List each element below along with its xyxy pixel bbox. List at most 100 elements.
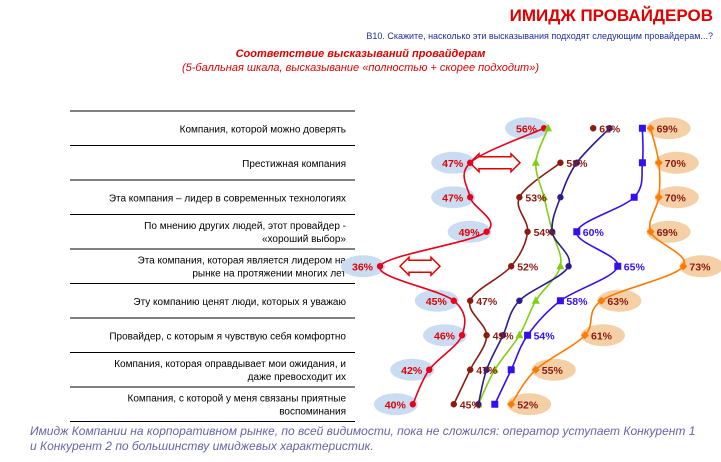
data-label: 54% [534, 227, 556, 239]
data-point [376, 263, 384, 270]
label-highlight [597, 289, 642, 312]
data-label: 63% [607, 296, 629, 308]
category-label: воспоминания [279, 406, 346, 417]
category-label: По мнению других людей, этот провайдер - [144, 221, 346, 232]
data-point [581, 331, 589, 340]
data-point [475, 401, 482, 408]
data-point [654, 193, 663, 202]
data-label: 55% [542, 365, 564, 377]
data-point [597, 296, 606, 305]
category-label: Компания, с которой у меня связаны прият… [128, 393, 347, 404]
data-point [467, 366, 474, 373]
data-label: 54% [534, 330, 556, 342]
label-highlight [431, 186, 476, 209]
label-highlight [507, 393, 552, 416]
question-text: B10. Скажите, насколько эти высказывания… [366, 31, 713, 41]
data-label: 46% [434, 330, 456, 342]
data-label: 47% [476, 365, 498, 377]
data-point [556, 261, 565, 270]
data-point [630, 193, 638, 201]
data-label: 49% [493, 330, 515, 342]
data-point [507, 400, 516, 409]
data-point [540, 192, 548, 201]
label-highlight [581, 324, 625, 347]
data-label: 62% [599, 123, 621, 135]
category-label: «хороший выбор» [262, 233, 346, 245]
data-label: 58% [566, 158, 588, 170]
data-label: 49% [459, 227, 481, 239]
data-point [531, 158, 540, 166]
category-label: Эта компания – лидер в современных техно… [109, 193, 346, 204]
gap-arrow [468, 151, 522, 174]
category-label: Эта компания, которая является лидером н… [138, 255, 347, 266]
data-point [524, 331, 532, 339]
data-point [524, 228, 531, 235]
data-point [614, 262, 622, 270]
page-title: ИМИДЖ ПРОВАЙДЕРОВ [509, 6, 713, 25]
data-point [646, 227, 655, 236]
category-label: Провайдер, с которым я чувствую себя ком… [109, 330, 346, 342]
data-point [499, 332, 507, 339]
data-label: 47% [442, 158, 464, 170]
data-point [516, 297, 523, 304]
category-label: Компания, которой можно доверять [180, 124, 346, 135]
data-label: 61% [591, 330, 613, 342]
data-point [450, 401, 457, 408]
data-label: 56% [516, 123, 538, 135]
label-highlight [341, 255, 385, 278]
data-label: 65% [624, 261, 646, 273]
data-label: 52% [517, 399, 539, 411]
chart-subtitle: Соответствие высказываний провайдерам [235, 48, 486, 60]
data-label: 45% [426, 296, 448, 308]
data-label: 47% [442, 192, 464, 204]
data-point [507, 366, 515, 374]
data-point [467, 159, 474, 166]
data-label: 53% [525, 192, 547, 204]
data-point [606, 125, 613, 132]
data-point [557, 194, 564, 201]
data-label: 52% [517, 261, 539, 273]
label-highlight [423, 324, 467, 347]
data-point [544, 123, 553, 132]
data-label: 70% [665, 158, 687, 170]
category-label: даже превосходит их [248, 372, 346, 383]
data-label: 58% [566, 296, 588, 308]
data-label: 69% [657, 227, 679, 239]
data-point [426, 366, 433, 373]
data-point [638, 124, 646, 132]
data-point [467, 194, 474, 201]
label-highlight [505, 117, 549, 140]
data-point [491, 400, 499, 408]
data-point [458, 332, 466, 339]
data-label: 73% [689, 261, 711, 273]
data-label: 47% [476, 296, 498, 308]
data-point [531, 296, 540, 304]
data-point [654, 158, 663, 167]
data-label: 60% [583, 227, 605, 239]
data-point [531, 365, 540, 374]
category-label: Престижная компания [242, 159, 346, 170]
data-point [483, 366, 490, 373]
label-highlight [654, 186, 699, 209]
label-highlight [431, 151, 476, 174]
data-label: 36% [352, 261, 374, 273]
label-highlight [373, 393, 418, 416]
gap-arrow [398, 255, 442, 278]
data-label: 40% [385, 399, 407, 411]
data-label: 45% [460, 399, 482, 411]
data-point [573, 159, 580, 166]
data-point [557, 159, 564, 166]
label-highlight [447, 220, 492, 243]
data-point [490, 365, 499, 373]
data-label: 42% [401, 365, 423, 377]
data-label: 69% [657, 123, 679, 135]
category-label: Эту компанию ценят люди, которых я уважа… [133, 297, 346, 308]
label-highlight [390, 358, 435, 381]
data-point [467, 297, 474, 304]
label-highlight [654, 151, 699, 174]
data-point [679, 262, 688, 271]
footnote: Имидж Компании на корпоративном рынке, п… [30, 424, 696, 453]
data-point [515, 330, 524, 339]
data-point [565, 263, 572, 270]
data-point [409, 401, 416, 408]
